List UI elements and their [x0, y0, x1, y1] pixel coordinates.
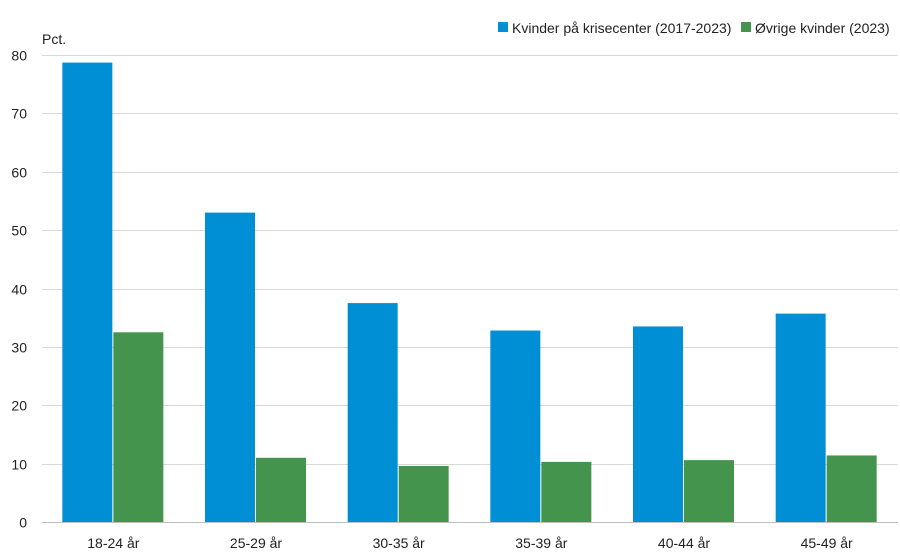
y-tick-label-50: 50	[11, 223, 27, 239]
bar-series-2-1	[113, 332, 164, 522]
y-tick-label-80: 80	[11, 48, 27, 64]
y-tick-label-70: 70	[11, 106, 27, 122]
legend-swatch-series-1	[498, 22, 508, 32]
y-tick-label-20: 20	[11, 398, 27, 414]
bar-series-2-6	[826, 455, 877, 522]
x-tick-label-5: 40-44 år	[658, 535, 710, 551]
bar-series-1-2	[205, 212, 255, 523]
gridlines	[42, 55, 898, 465]
legend-item-series-1: Kvinder på krisecenter (2017-2023)	[498, 20, 731, 36]
x-tick-label-1: 18-24 år	[87, 535, 139, 551]
x-tick-label-3: 30-35 år	[373, 535, 425, 551]
bar-series-2-4	[541, 461, 592, 522]
bar-series-1-4	[490, 330, 541, 522]
x-tick-label-6: 45-49 år	[801, 535, 853, 551]
legend-item-series-2: Øvrige kvinder (2023)	[741, 20, 890, 36]
bar-series-1-1	[62, 62, 113, 523]
bar-series-1-3	[347, 303, 398, 522]
y-tick-label-30: 30	[11, 340, 27, 356]
y-tick-label-0: 0	[19, 515, 27, 531]
bars	[62, 62, 877, 523]
y-tick-label-40: 40	[11, 282, 27, 298]
y-axis-unit-label: Pct.	[42, 31, 66, 47]
y-axis-ticks: 0 10 20 30 40 50 60 70 80	[11, 48, 27, 531]
y-tick-label-60: 60	[11, 165, 27, 181]
bar-series-2-2	[256, 457, 306, 522]
legend: Kvinder på krisecenter (2017-2023) Øvrig…	[498, 20, 890, 36]
y-tick-label-10: 10	[11, 457, 27, 473]
bar-series-1-5	[633, 326, 683, 522]
x-axis-ticks: 18-24 år 25-29 år 30-35 år 35-39 år 40-44 år…	[87, 535, 853, 551]
x-tick-label-2: 25-29 år	[230, 535, 282, 551]
legend-label-series-2: Øvrige kvinder (2023)	[755, 20, 890, 36]
bar-series-2-3	[398, 465, 449, 522]
bar-series-2-5	[684, 460, 734, 522]
legend-swatch-series-2	[741, 22, 751, 32]
legend-label-series-1: Kvinder på krisecenter (2017-2023)	[512, 20, 731, 36]
bar-series-1-6	[775, 313, 826, 522]
x-tick-label-4: 35-39 år	[515, 535, 567, 551]
